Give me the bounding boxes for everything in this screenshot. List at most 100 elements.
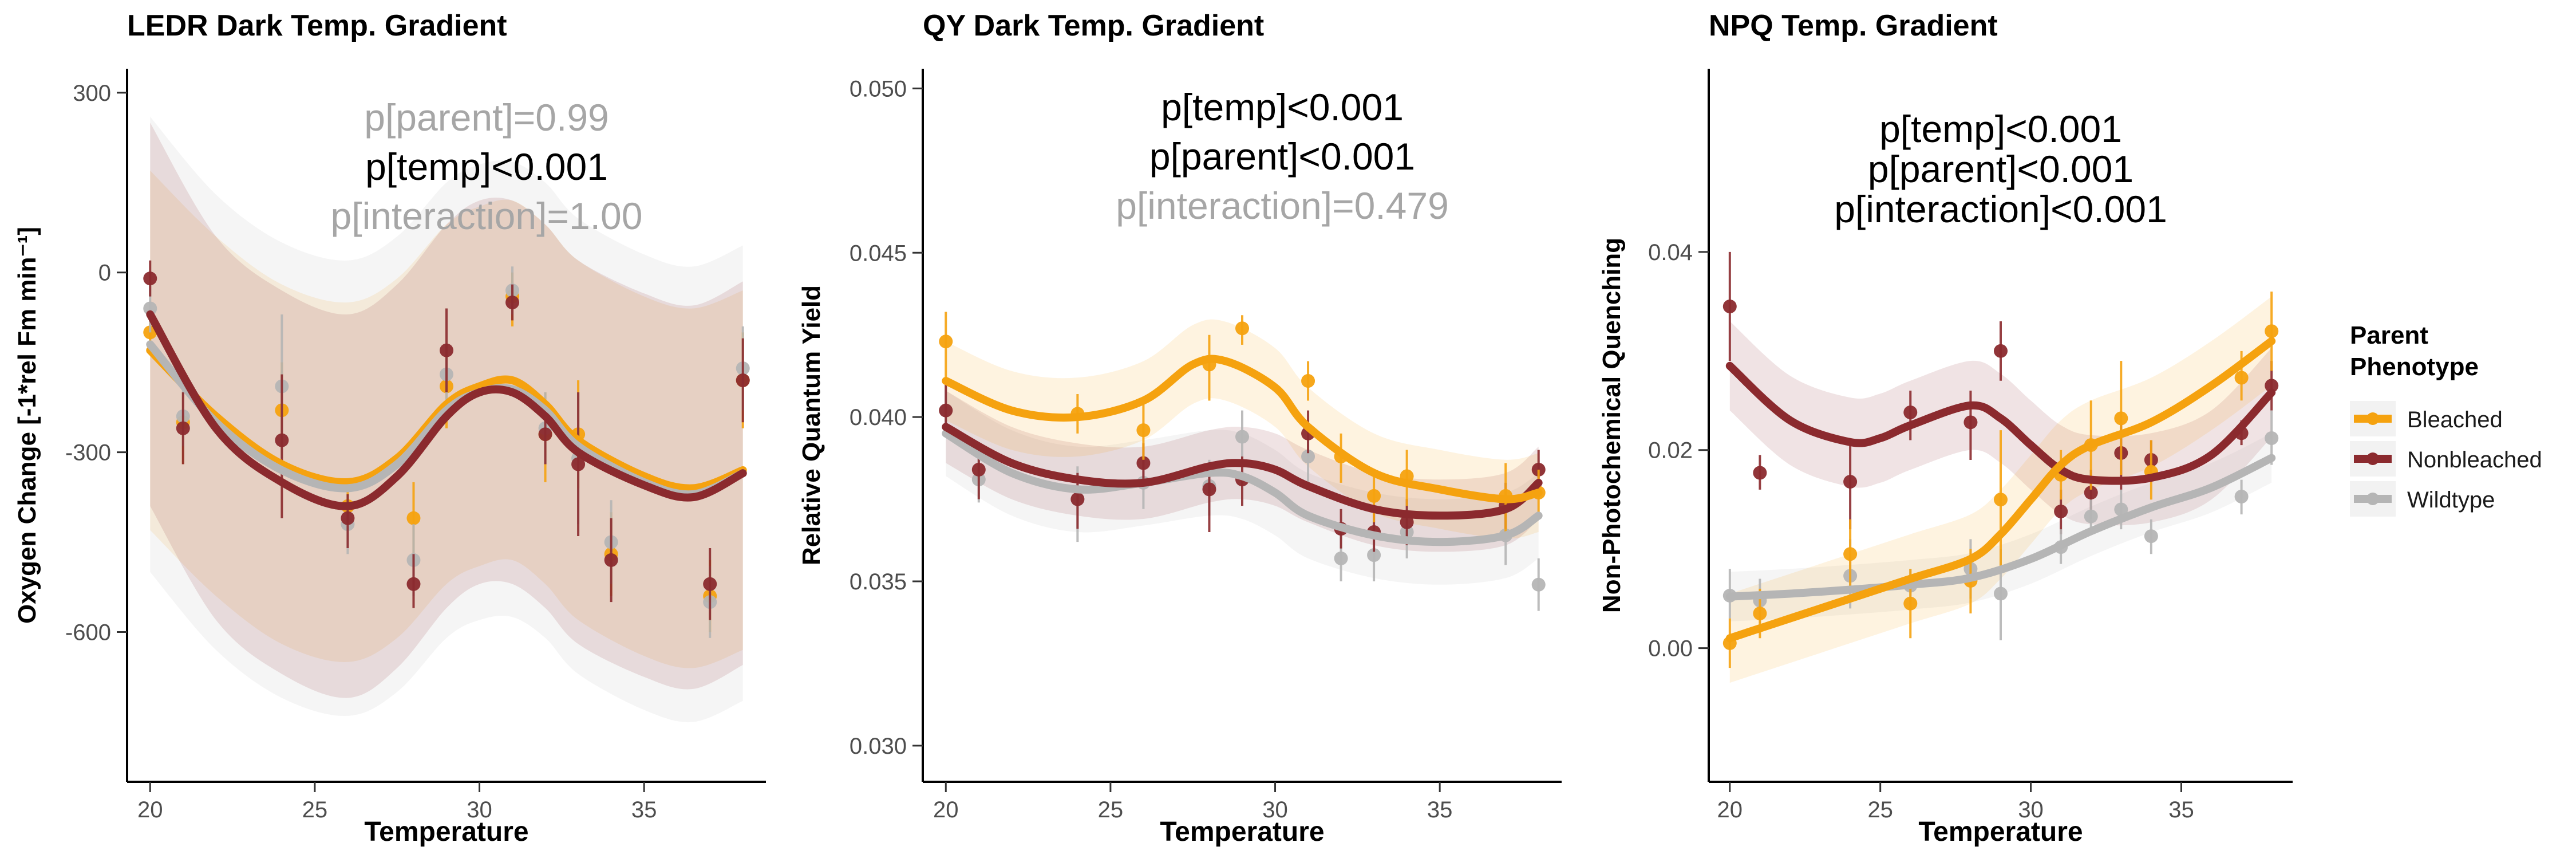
panel-2-ytick-label-0: 0.050 bbox=[850, 76, 907, 101]
panel-2-xtick-label-25: 25 bbox=[1098, 797, 1124, 822]
panel-2-point-wildtype-7 bbox=[1334, 551, 1348, 565]
panel-3-ytick-label-0: 0.04 bbox=[1648, 240, 1693, 265]
panel-2-point-bleached-0 bbox=[939, 334, 953, 349]
panel-3-fit-nonbleached bbox=[1725, 361, 2276, 485]
panel-1-point-nonbleached-2 bbox=[275, 433, 289, 447]
legend-item-wildtype: Wildtype bbox=[2350, 481, 2495, 517]
panel-3-xtick-label-25: 25 bbox=[1867, 797, 1893, 822]
panel-1-point-nonbleached-9 bbox=[604, 553, 618, 567]
panel-1-annotation-2: p[temp]<0.001 bbox=[365, 145, 608, 188]
panel-3: NPQ Temp. Gradient 20 25 30 35 0.04 0.02 0.00 Te… bbox=[1598, 9, 2293, 847]
panel-3-annotation-1: p[temp]<0.001 bbox=[1879, 108, 2122, 150]
panel-1-point-nonbleached-1 bbox=[176, 421, 190, 435]
panel-3-point-bleached-5 bbox=[1994, 493, 2008, 507]
panel-1-point-nonbleached-8 bbox=[571, 457, 586, 471]
panel-1-fit-bleached bbox=[146, 346, 747, 493]
panel-2-point-wildtype-11 bbox=[1531, 577, 1546, 592]
panel-3-point-wildtype-11 bbox=[2265, 431, 2279, 445]
legend-dot-nonbleached bbox=[2366, 452, 2379, 465]
panel-3-point-nonbleached-2 bbox=[1843, 475, 1858, 489]
panel-2-point-bleached-4 bbox=[1235, 321, 1249, 336]
panel-3-fit-bleached bbox=[1725, 337, 2276, 643]
panel-1-point-nonbleached-0 bbox=[143, 271, 157, 286]
panel-2-fit-wildtype bbox=[942, 429, 1543, 546]
legend-dot-bleached bbox=[2366, 412, 2379, 425]
panel-1-xlabel: Temperature bbox=[364, 817, 528, 847]
panel-3-title: NPQ Temp. Gradient bbox=[1709, 9, 1998, 42]
panel-2-annotation-2: p[parent]<0.001 bbox=[1149, 135, 1415, 178]
panel-2-fit-bleached bbox=[942, 355, 1543, 503]
panel-1-point-nonbleached-10 bbox=[703, 577, 717, 591]
panel-3-point-wildtype-8 bbox=[2114, 502, 2128, 517]
panel-3-point-wildtype-9 bbox=[2144, 529, 2158, 544]
panel-2-fit-nonbleached bbox=[942, 423, 1543, 520]
legend: Parent Phenotype Bleached Nonbleached Wi… bbox=[2350, 321, 2542, 517]
panel-3-band-wildtype bbox=[1729, 433, 2272, 621]
panel-2-ytick-label-3: 0.035 bbox=[850, 569, 907, 595]
legend-dot-wildtype bbox=[2366, 493, 2379, 505]
panel-1-point-nonbleached-6 bbox=[505, 296, 520, 310]
panel-2-point-bleached-5 bbox=[1301, 374, 1315, 388]
panel-3-point-bleached-2 bbox=[1843, 547, 1858, 561]
panel-1-ytick-label-1: 0 bbox=[98, 261, 111, 286]
panel-3-xtick-label-35: 35 bbox=[2168, 797, 2194, 822]
panel-1-annotation-3: p[interaction]=1.00 bbox=[331, 195, 643, 237]
panel-1-xtick-label-20: 20 bbox=[137, 797, 163, 822]
legend-title-line2: Phenotype bbox=[2350, 353, 2479, 381]
panel-1-xtick-label-35: 35 bbox=[631, 797, 657, 822]
panel-2-point-nonbleached-3 bbox=[1136, 456, 1151, 470]
panel-3-xtick-label-30: 30 bbox=[2018, 797, 2044, 822]
panel-3-point-nonbleached-1 bbox=[1753, 466, 1767, 480]
panel-3-point-nonbleached-3 bbox=[1903, 406, 1918, 420]
panel-2-xlabel: Temperature bbox=[1160, 817, 1324, 847]
panel-2-point-nonbleached-4 bbox=[1202, 482, 1216, 497]
panel-2-point-nonbleached-1 bbox=[971, 462, 986, 477]
legend-label-nonbleached: Nonbleached bbox=[2407, 447, 2542, 473]
panel-3-point-wildtype-10 bbox=[2234, 490, 2249, 503]
panel-2-band-bleached bbox=[946, 319, 1539, 539]
panel-3-ylabel: Non-Photochemical Quenching bbox=[1598, 238, 1626, 613]
panel-1-ytick-label-2: -300 bbox=[65, 440, 111, 466]
panel-3-point-nonbleached-7 bbox=[2084, 486, 2098, 500]
panel-1-annotation-1: p[parent]=0.99 bbox=[364, 96, 609, 139]
legend-title-line1: Parent bbox=[2350, 321, 2428, 349]
panel-1-point-nonbleached-4 bbox=[406, 577, 421, 591]
panel-2: QY Dark Temp. Gradient 20 25 30 35 0.050 0.045… bbox=[797, 9, 1562, 847]
panel-1-point-nonbleached-5 bbox=[440, 343, 453, 357]
legend-item-nonbleached: Nonbleached bbox=[2350, 441, 2542, 477]
panel-2-point-wildtype-5 bbox=[1235, 430, 1249, 444]
panel-2-point-nonbleached-0 bbox=[939, 403, 953, 418]
legend-label-wildtype: Wildtype bbox=[2407, 487, 2495, 513]
panel-2-point-bleached-2 bbox=[1136, 423, 1151, 438]
panel-2-ytick-label-2: 0.040 bbox=[850, 405, 907, 430]
panel-3-point-nonbleached-6 bbox=[2054, 504, 2068, 518]
panel-3-ytick-label-2: 0.00 bbox=[1648, 636, 1693, 662]
panel-1-xtick-label-30: 30 bbox=[467, 797, 492, 822]
panel-3-point-bleached-11 bbox=[2265, 324, 2279, 338]
panel-1-point-wildtype-0 bbox=[143, 301, 157, 316]
panel-2-xtick-label-35: 35 bbox=[1427, 797, 1453, 822]
panel-3-point-nonbleached-4 bbox=[1963, 415, 1978, 430]
panel-1-title: LEDR Dark Temp. Gradient bbox=[127, 9, 507, 42]
panel-3-point-wildtype-7 bbox=[2084, 509, 2098, 524]
panel-2-ylabel: Relative Quantum Yield bbox=[797, 285, 825, 565]
panel-2-annotation-3: p[interaction]=0.479 bbox=[1116, 184, 1449, 227]
panel-2-ytick-label-1: 0.045 bbox=[850, 241, 907, 266]
panel-3-xtick-label-20: 20 bbox=[1717, 797, 1743, 822]
panel-1-ytick-label-3: -600 bbox=[65, 620, 111, 645]
panel-1-point-nonbleached-7 bbox=[538, 427, 552, 442]
panel-1: LEDR Dark Temp. Gradient 20 25 30 35 300 0 -300… bbox=[13, 9, 766, 847]
panel-3-point-bleached-3 bbox=[1903, 596, 1918, 611]
panel-3-point-bleached-10 bbox=[2234, 371, 2249, 385]
panel-1-ylabel: Oxygen Change [-1*rel Fm min⁻¹] bbox=[13, 227, 41, 624]
panel-3-point-wildtype-5 bbox=[1994, 587, 2008, 601]
panel-3-point-nonbleached-5 bbox=[1994, 344, 2008, 358]
panel-3-xlabel: Temperature bbox=[1918, 817, 2083, 847]
panel-1-xtick-label-25: 25 bbox=[302, 797, 328, 822]
panel-3-ytick-label-1: 0.02 bbox=[1648, 438, 1693, 463]
panel-2-title: QY Dark Temp. Gradient bbox=[923, 9, 1264, 42]
panel-2-xtick-label-20: 20 bbox=[933, 797, 959, 822]
panel-1-point-bleached-4 bbox=[406, 511, 421, 525]
